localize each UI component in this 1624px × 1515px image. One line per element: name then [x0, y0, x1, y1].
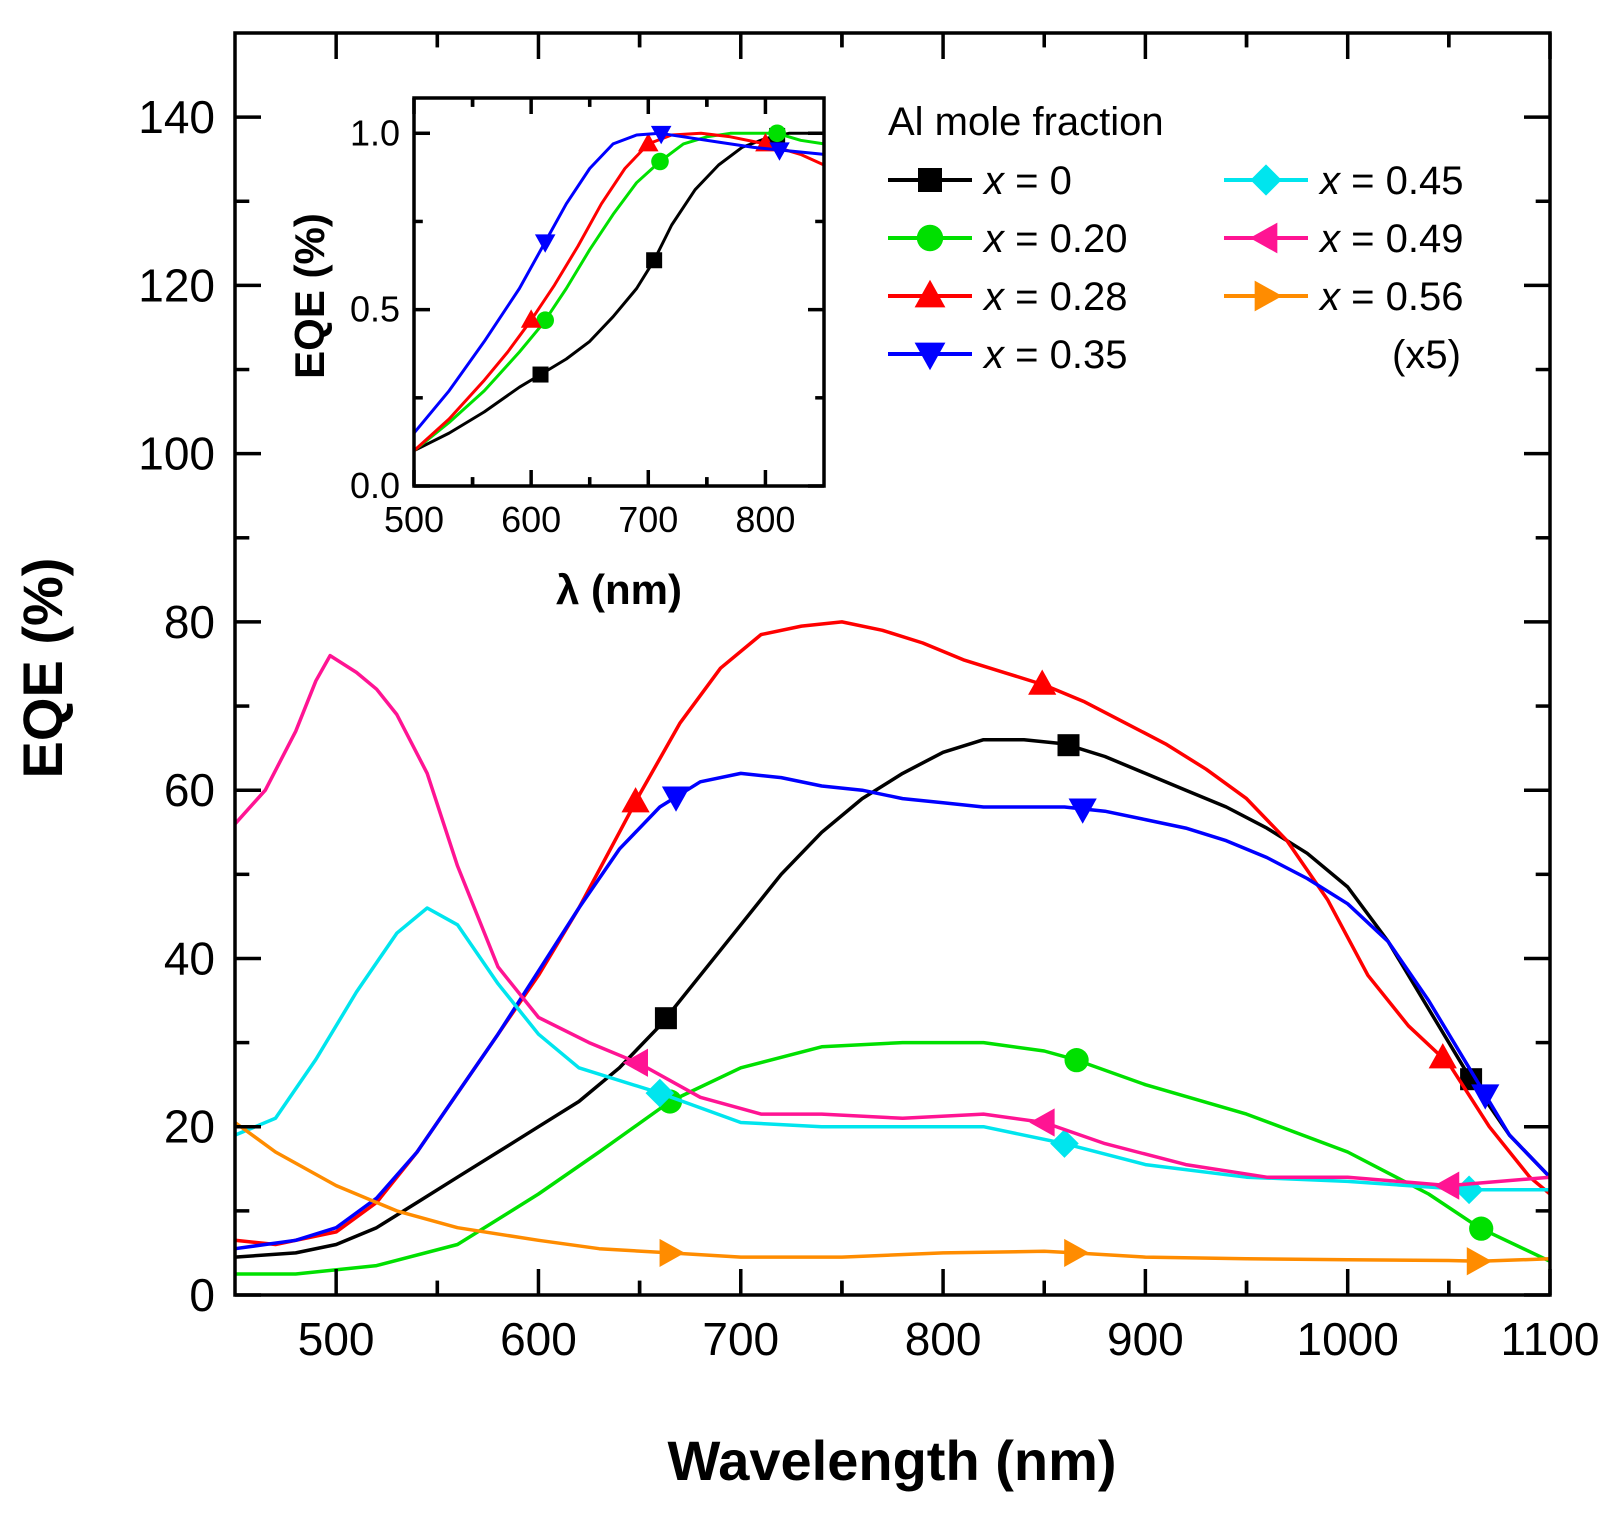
main-series-marker-2	[1028, 669, 1057, 695]
x-tick-label: 700	[618, 499, 678, 540]
y-tick-label: 0.5	[350, 289, 400, 330]
inset-series-line-0	[413, 131, 824, 453]
main-series-line-5	[233, 653, 1551, 1188]
legend-marker-4	[1250, 164, 1282, 196]
main-y-axis-title: EQE (%)	[11, 558, 74, 779]
legend-marker-5	[1249, 222, 1278, 254]
legend-marker-2	[914, 279, 946, 308]
inset-x-axis-title: λ (nm)	[556, 566, 682, 613]
inset-background	[414, 98, 824, 486]
main-series-marker-2	[621, 787, 650, 813]
y-tick-label: 40	[164, 932, 215, 984]
main-series-marker-6	[1064, 1238, 1090, 1268]
y-tick-label: 60	[164, 764, 215, 816]
inset-series-marker-0	[532, 366, 549, 383]
y-tick-label: 20	[164, 1101, 215, 1153]
inset-series-group	[412, 124, 825, 453]
y-tick-label: 0.0	[350, 465, 400, 506]
inset-series-marker-2	[520, 309, 542, 328]
inset-plot-frame	[412, 96, 826, 488]
y-tick-label: 100	[138, 428, 215, 480]
y-tick-label: 0	[189, 1269, 215, 1321]
main-series-marker-3	[1471, 1084, 1500, 1110]
inset-series-line-2	[412, 131, 825, 452]
legend: Al mole fraction x = 0 x = 0.20 x = 0.28 x …	[888, 100, 1463, 377]
main-ticks-group: 500 600 700 800 900 1000 1100 0 20 40 60 80 100 120 14…	[138, 33, 1599, 1365]
main-x-axis-title: Wavelength (nm)	[667, 1429, 1116, 1492]
main-plot-frame	[233, 31, 1552, 1297]
inset-series-marker-1	[651, 152, 669, 171]
inset-series-line-1	[413, 131, 825, 452]
inset-series-marker-3	[769, 142, 790, 161]
main-series-line-3	[234, 771, 1552, 1251]
main-series-marker-1	[1469, 1216, 1494, 1241]
main-series-marker-1	[1064, 1048, 1089, 1073]
y-tick-label: 140	[138, 91, 215, 143]
legend-label-3: x = 0.35	[982, 333, 1127, 377]
main-series-marker-5	[622, 1048, 648, 1077]
x-tick-label: 600	[501, 499, 561, 540]
x-tick-label: 1100	[1501, 1313, 1600, 1365]
main-series-marker-2	[1428, 1043, 1457, 1069]
main-series-line-1	[235, 1040, 1551, 1276]
x-tick-label: 1000	[1297, 1313, 1399, 1365]
legend-label-5: x = 0.49	[1318, 217, 1463, 261]
x-tick-label: 500	[298, 1313, 375, 1365]
x-tick-label: 500	[384, 499, 444, 540]
legend-label-1: x = 0.20	[982, 217, 1127, 261]
main-series-marker-4	[645, 1078, 675, 1108]
legend-label-4: x = 0.45	[1318, 159, 1463, 203]
main-series-line-6	[233, 1121, 1551, 1264]
legend-marker-6	[1254, 280, 1283, 312]
x-tick-label: 700	[702, 1313, 779, 1365]
main-series-group	[233, 620, 1552, 1276]
inset-series-line-3	[412, 131, 825, 435]
main-series-marker-3	[661, 786, 691, 812]
inset-y-axis-title: EQE (%)	[286, 213, 333, 379]
main-series-marker-6	[659, 1238, 685, 1268]
legend-marker-3	[914, 342, 946, 371]
x-tick-label: 800	[735, 499, 795, 540]
legend-title: Al mole fraction	[888, 100, 1164, 144]
inset-series-marker-1	[536, 311, 554, 330]
legend-label-0: x = 0	[982, 159, 1072, 203]
legend-label-2: x = 0.28	[982, 275, 1127, 319]
legend-marker-0	[918, 168, 942, 192]
y-tick-label: 1.0	[350, 112, 400, 153]
main-series-marker-6	[1466, 1247, 1493, 1276]
main-series-marker-4	[1050, 1129, 1079, 1158]
x-tick-label: 600	[500, 1313, 577, 1365]
y-tick-label: 120	[138, 259, 215, 311]
main-series-line-0	[234, 737, 1552, 1259]
legend-label-6: x = 0.56	[1318, 275, 1463, 319]
inset-series-marker-0	[646, 252, 663, 269]
inset-series-marker-3	[534, 234, 556, 253]
x-tick-label: 800	[905, 1313, 982, 1365]
legend-note: (x5)	[1392, 333, 1461, 377]
inset-series-marker-1	[768, 124, 786, 143]
inset-series-marker-2	[638, 133, 659, 152]
x-tick-label: 900	[1107, 1313, 1184, 1365]
main-series-marker-5	[1029, 1108, 1055, 1137]
inset-series-marker-3	[650, 125, 672, 145]
main-series-marker-0	[1057, 734, 1080, 757]
main-series-marker-0	[654, 1007, 677, 1030]
y-tick-label: 80	[164, 596, 215, 648]
legend-marker-1	[916, 224, 944, 252]
main-series-marker-5	[1433, 1171, 1460, 1200]
main-series-marker-3	[1068, 798, 1097, 824]
